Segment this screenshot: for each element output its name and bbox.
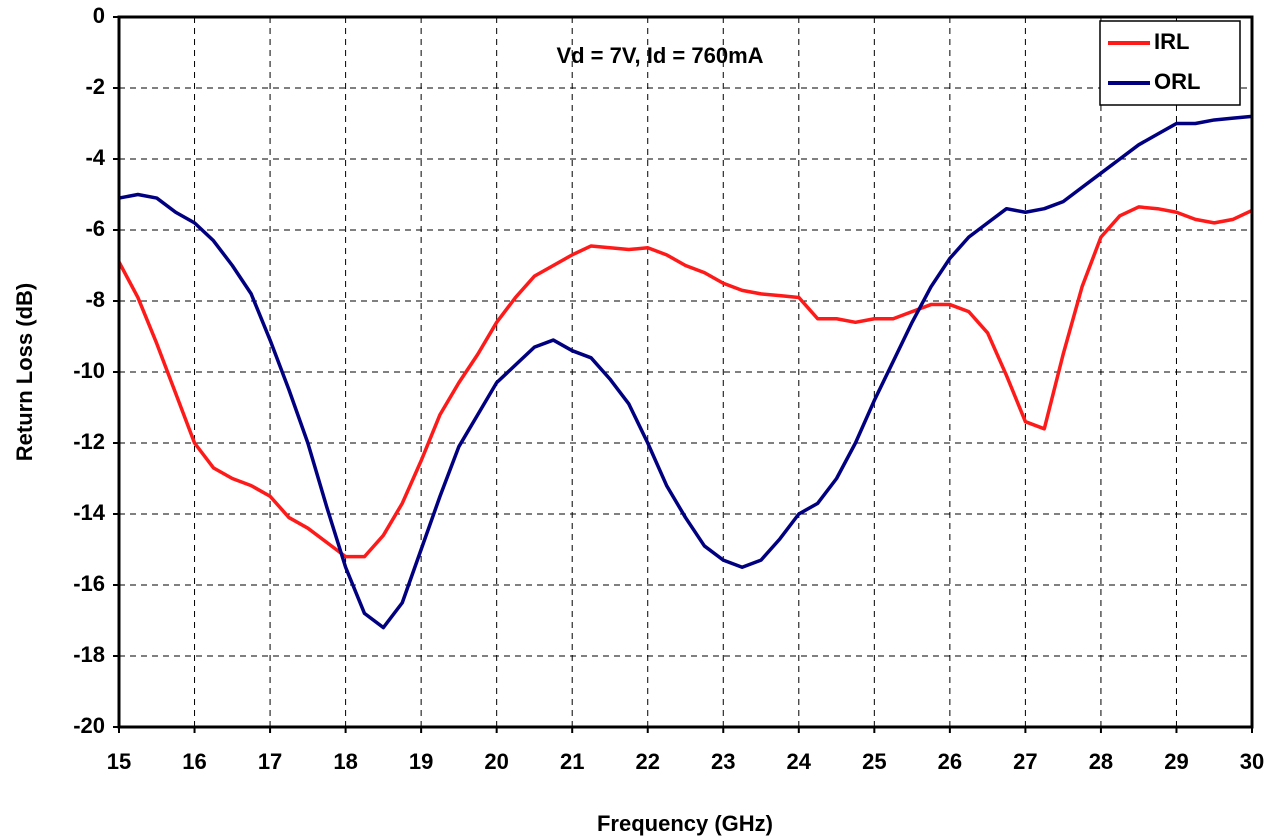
y-tick-label: -6 (85, 216, 105, 241)
x-tick-label: 16 (182, 749, 206, 774)
y-tick-label: -2 (85, 74, 105, 99)
legend-box (1099, 20, 1241, 106)
y-tick-label: -10 (73, 358, 105, 383)
legend-label: IRL (1154, 29, 1189, 54)
y-tick-label: -4 (85, 145, 105, 170)
x-tick-label: 28 (1089, 749, 1113, 774)
x-tick-label: 15 (107, 749, 131, 774)
y-tick-label: -12 (73, 429, 105, 454)
y-tick-label: -20 (73, 713, 105, 738)
x-tick-label: 22 (635, 749, 659, 774)
legend-label: ORL (1154, 69, 1200, 94)
x-tick-label: 23 (711, 749, 735, 774)
line-series (117, 205, 1253, 559)
y-tick-label: -8 (85, 287, 105, 312)
x-tick-label: 30 (1240, 749, 1264, 774)
x-tick-label: 18 (333, 749, 357, 774)
x-tick-label: 25 (862, 749, 886, 774)
y-tick-label: -16 (73, 571, 105, 596)
x-tick-label: 29 (1164, 749, 1188, 774)
y-tick-label: -14 (73, 500, 106, 525)
x-tick-label: 21 (560, 749, 584, 774)
x-tick-label: 27 (1013, 749, 1037, 774)
plot-border (117, 15, 1254, 729)
y-axis-label: Return Loss (dB) (12, 283, 37, 461)
x-axis-label: Frequency (GHz) (597, 811, 773, 836)
y-tick-label: 0 (93, 3, 105, 28)
x-tick-label: 24 (787, 749, 812, 774)
x-tick-label: 20 (484, 749, 508, 774)
y-tick-label: -18 (73, 642, 105, 667)
line-series (118, 114, 1253, 630)
x-tick-label: 19 (409, 749, 433, 774)
x-tick-label: 26 (938, 749, 962, 774)
annotation: Vd = 7V, Id = 760mA (556, 43, 763, 68)
x-tick-label: 17 (258, 749, 282, 774)
